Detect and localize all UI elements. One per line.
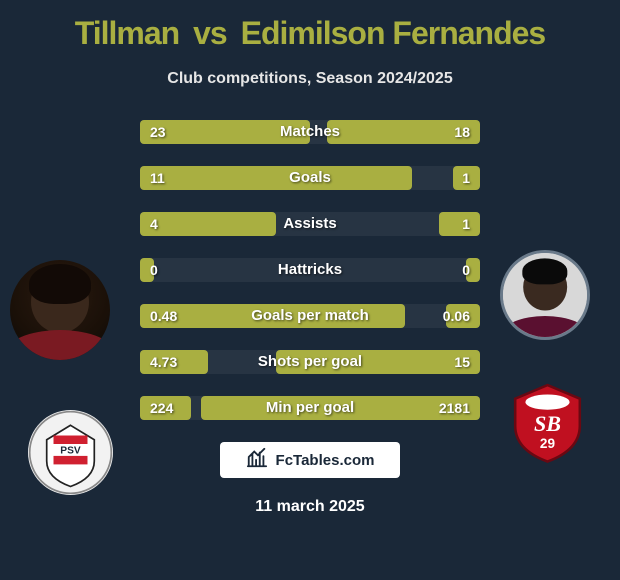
- title-player1: Tillman: [75, 15, 179, 51]
- subtitle: Club competitions, Season 2024/2025: [0, 70, 620, 88]
- stats-column: 2318Matches111Goals41Assists00Hattricks0…: [140, 120, 480, 420]
- club1-badge: PSV: [28, 410, 113, 495]
- title-vs: vs: [193, 15, 227, 51]
- svg-text:SB: SB: [534, 411, 561, 436]
- player1-avatar: [10, 260, 110, 360]
- stat-value-left: 23: [150, 120, 166, 144]
- stat-value-right: 1: [462, 166, 470, 190]
- stat-value-left: 0: [150, 258, 158, 282]
- stat-row: 2318Matches: [140, 120, 480, 144]
- stat-bar-left: [140, 304, 405, 328]
- stat-value-left: 11: [150, 166, 165, 190]
- date: 11 march 2025: [0, 498, 620, 516]
- stat-value-left: 0.48: [150, 304, 177, 328]
- stat-value-right: 18: [454, 120, 470, 144]
- stat-label: Hattricks: [140, 258, 480, 282]
- stat-value-right: 2181: [439, 396, 470, 420]
- watermark: FcTables.com: [220, 442, 400, 478]
- svg-text:29: 29: [540, 436, 556, 451]
- chart-icon: [246, 447, 268, 473]
- stat-bar-right: [276, 350, 480, 374]
- stat-bar-left: [140, 212, 276, 236]
- stat-row: 0.480.06Goals per match: [140, 304, 480, 328]
- stat-row: 41Assists: [140, 212, 480, 236]
- stat-value-right: 0: [462, 258, 470, 282]
- stat-value-right: 15: [454, 350, 470, 374]
- svg-text:PSV: PSV: [60, 445, 81, 456]
- stat-value-right: 0.06: [443, 304, 470, 328]
- page-title: Tillman vs Edimilson Fernandes: [0, 15, 620, 52]
- stat-bar-right: [439, 212, 480, 236]
- club2-badge: SB 29: [505, 380, 590, 465]
- stat-row: 4.7315Shots per goal: [140, 350, 480, 374]
- stat-value-left: 224: [150, 396, 173, 420]
- stat-bar-left: [140, 166, 412, 190]
- watermark-text: FcTables.com: [276, 452, 375, 469]
- title-player2: Edimilson Fernandes: [241, 15, 546, 51]
- stat-value-right: 1: [462, 212, 470, 236]
- stat-value-left: 4.73: [150, 350, 177, 374]
- stat-row: 111Goals: [140, 166, 480, 190]
- stat-row: 0 0Hattricks: [140, 258, 480, 282]
- player2-avatar: [500, 250, 590, 340]
- comparison-card: Tillman vs Edimilson Fernandes Club comp…: [0, 0, 620, 580]
- stats-area: PSV SB 29 2318Matches111Goals41Assists00…: [0, 120, 620, 420]
- stat-row: 2242181Min per goal: [140, 396, 480, 420]
- stat-value-left: 4: [150, 212, 158, 236]
